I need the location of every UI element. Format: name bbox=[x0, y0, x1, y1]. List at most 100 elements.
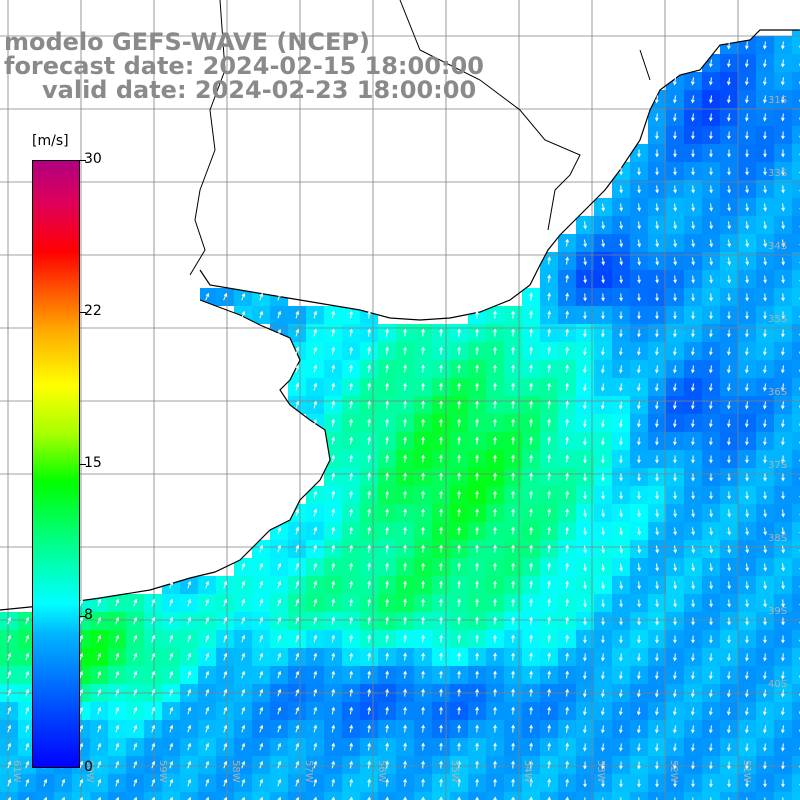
wind-arrow bbox=[25, 670, 30, 679]
wind-arrow bbox=[619, 401, 623, 410]
wind-arrow bbox=[7, 688, 12, 697]
wind-arrow bbox=[619, 329, 623, 338]
wind-arrow bbox=[727, 743, 731, 752]
wind-arrow bbox=[241, 724, 246, 733]
wind-arrow bbox=[151, 724, 156, 733]
wind-cell bbox=[792, 270, 800, 288]
wind-arrow bbox=[367, 346, 371, 355]
wind-arrow bbox=[385, 670, 389, 679]
wind-arrow bbox=[529, 778, 533, 787]
wind-arrow bbox=[673, 545, 678, 554]
wind-arrow bbox=[727, 599, 731, 608]
wind-cell bbox=[792, 54, 800, 72]
wind-arrow bbox=[745, 419, 749, 428]
wind-arrow bbox=[745, 365, 749, 374]
wind-arrow bbox=[547, 634, 551, 643]
wind-arrow bbox=[547, 796, 551, 800]
wind-arrow bbox=[727, 473, 731, 482]
wind-arrow bbox=[439, 436, 443, 445]
lon-label: 60W bbox=[84, 760, 95, 783]
wind-arrow bbox=[763, 653, 767, 662]
wind-arrow bbox=[367, 760, 371, 769]
wind-arrow bbox=[133, 616, 138, 625]
wind-arrow bbox=[781, 437, 785, 446]
wind-arrow bbox=[349, 742, 354, 751]
wind-arrow bbox=[295, 310, 300, 319]
wind-arrow bbox=[313, 328, 318, 337]
wind-arrow bbox=[97, 598, 102, 607]
wind-arrow bbox=[277, 742, 282, 751]
wind-arrow bbox=[493, 454, 497, 463]
wind-arrow bbox=[727, 293, 731, 302]
wind-arrow bbox=[529, 418, 533, 427]
wind-arrow bbox=[763, 779, 767, 788]
wind-arrow bbox=[529, 364, 533, 373]
wind-arrow bbox=[619, 347, 623, 356]
wind-arrow bbox=[511, 760, 515, 769]
wind-arrow bbox=[295, 562, 300, 571]
wind-arrow bbox=[403, 472, 407, 481]
wind-arrow bbox=[655, 779, 659, 788]
wind-arrow bbox=[637, 275, 641, 284]
wind-arrow bbox=[638, 797, 640, 800]
wind-arrow bbox=[727, 59, 731, 68]
wind-arrow bbox=[745, 509, 749, 518]
wind-arrow bbox=[745, 725, 749, 734]
wind-arrow bbox=[709, 311, 713, 320]
wind-arrow bbox=[511, 526, 515, 535]
wind-arrow bbox=[421, 706, 425, 715]
wind-arrow bbox=[745, 581, 749, 590]
wind-arrow bbox=[25, 778, 30, 787]
wind-arrow bbox=[493, 328, 497, 337]
wind-arrow bbox=[529, 742, 533, 751]
wind-cell bbox=[252, 792, 270, 800]
wind-arrow bbox=[547, 328, 551, 337]
wind-cell bbox=[324, 792, 342, 800]
wind-cell bbox=[126, 792, 144, 800]
wind-cell bbox=[180, 792, 198, 800]
wind-arrow bbox=[619, 491, 623, 500]
wind-arrow bbox=[744, 383, 749, 392]
wind-arrow bbox=[511, 508, 515, 517]
wind-arrow bbox=[79, 760, 84, 769]
wind-arrow bbox=[673, 743, 677, 752]
wind-arrow bbox=[709, 509, 713, 518]
wind-arrow bbox=[781, 293, 785, 302]
wind-arrow bbox=[763, 599, 767, 608]
wind-arrow bbox=[241, 562, 246, 571]
wind-arrow bbox=[7, 778, 12, 787]
wind-arrow bbox=[295, 634, 300, 643]
wind-arrow bbox=[277, 598, 282, 607]
wind-arrow bbox=[457, 580, 461, 589]
wind-arrow bbox=[565, 598, 569, 607]
wind-arrow bbox=[565, 706, 569, 715]
wind-cell bbox=[720, 792, 738, 800]
wind-arrow bbox=[493, 688, 497, 697]
wind-arrow bbox=[673, 581, 677, 590]
wind-arrow bbox=[295, 400, 300, 409]
wind-arrow bbox=[637, 689, 641, 698]
wind-arrow bbox=[403, 400, 407, 409]
wind-arrow bbox=[205, 598, 210, 607]
wind-arrow bbox=[565, 670, 569, 679]
wind-arrow bbox=[565, 616, 569, 625]
wind-arrow bbox=[331, 454, 336, 463]
wind-arrow bbox=[780, 707, 785, 716]
wind-arrow bbox=[601, 239, 606, 248]
wind-cell bbox=[612, 792, 630, 800]
wind-arrow bbox=[763, 329, 767, 338]
wind-arrow bbox=[187, 580, 192, 589]
wind-arrow bbox=[673, 167, 677, 176]
wind-arrow bbox=[565, 562, 569, 571]
wind-arrow bbox=[655, 401, 659, 410]
wind-arrow bbox=[547, 544, 551, 553]
wind-arrow bbox=[655, 131, 659, 140]
wind-arrow bbox=[781, 653, 785, 662]
wind-arrow bbox=[673, 113, 677, 122]
legend-tick-15: 15 bbox=[84, 455, 102, 471]
wind-arrow bbox=[690, 77, 695, 86]
wind-arrow bbox=[439, 598, 443, 607]
wind-arrow bbox=[79, 778, 84, 787]
wind-arrow bbox=[79, 616, 84, 625]
wind-arrow bbox=[421, 652, 425, 661]
